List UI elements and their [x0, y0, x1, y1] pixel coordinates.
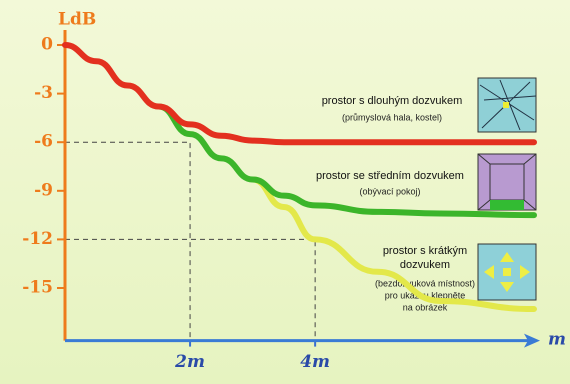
thumbnail-anechoic[interactable] [478, 244, 536, 300]
y-tick-label: -12 [22, 229, 53, 249]
y-tick-label: 0 [41, 35, 53, 55]
x-tick-label: 2m [174, 352, 205, 372]
y-tick-label: -9 [34, 180, 53, 200]
annotation: prostor s krátkým dozvukem [380, 244, 470, 272]
thumbnail-room[interactable] [478, 154, 536, 210]
thumbnail-hall[interactable] [478, 78, 536, 132]
chart: LdB m prostor s dlouhým dozvukem (průmys… [0, 0, 570, 384]
y-tick-label: -6 [34, 132, 53, 152]
y-axis-label: LdB [58, 10, 96, 30]
annotation: prostor s dlouhým dozvukem [322, 95, 463, 107]
annotation-note: (průmyslová hala, kostel) [342, 112, 442, 122]
annotation-note: (obývací pokoj) [359, 186, 420, 196]
y-tick-label: -15 [22, 278, 53, 298]
annotation-box: prostor s krátkým dozvukem [380, 244, 470, 276]
annotation: prostor se středním dozvukem [316, 170, 464, 182]
y-tick-label: -3 [34, 83, 53, 103]
x-tick-label: 4m [300, 352, 330, 372]
annotation-note: (bezdozvuková místnost) [375, 278, 475, 288]
x-axis-label: m [548, 330, 566, 350]
